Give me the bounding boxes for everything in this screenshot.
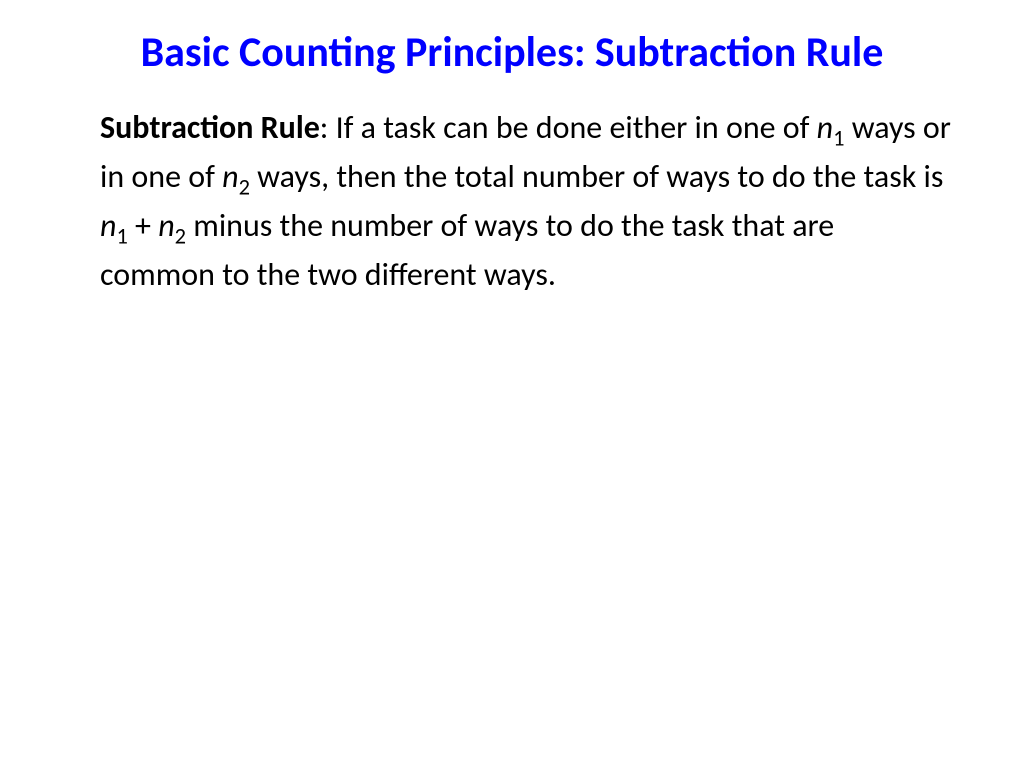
subscript-1: 1 — [833, 126, 844, 153]
body-text-1: : If a task can be done either in one of — [320, 108, 817, 147]
variable-n2-b: n — [158, 206, 174, 245]
body-text-5: minus the number of ways to do the task … — [100, 206, 834, 294]
variable-n1: n — [817, 108, 833, 147]
slide-body: Subtraction Rule: If a task can be done … — [70, 106, 954, 297]
variable-n2: n — [222, 157, 238, 196]
variable-n1-b: n — [100, 206, 116, 245]
rule-label: Subtraction Rule — [100, 108, 320, 147]
slide-title: Basic Counting Principles: Subtraction R… — [70, 28, 954, 78]
subscript-2: 2 — [239, 175, 250, 202]
subscript-2-b: 2 — [175, 223, 186, 250]
body-text-3: ways, then the total number of ways to d… — [250, 157, 943, 196]
body-text-4: + — [128, 206, 158, 245]
subscript-1-b: 1 — [116, 223, 127, 250]
